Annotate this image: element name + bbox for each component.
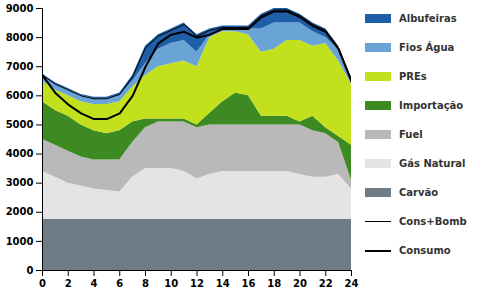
svg-text:22: 22 [319, 278, 333, 289]
svg-text:4: 4 [91, 278, 98, 289]
html-text:Gás Natural: Gás Natural [399, 158, 466, 169]
html-text:Fuel: Fuel [399, 129, 423, 140]
svg-text:1000: 1000 [6, 236, 34, 247]
svg-text:12: 12 [190, 278, 204, 289]
html-text:Consumo: Consumo [399, 245, 451, 256]
svg-text:2000: 2000 [6, 206, 34, 217]
svg-text:5000: 5000 [6, 119, 34, 130]
html-text:Fios Água: Fios Água [399, 42, 455, 53]
svg-text:0: 0 [27, 265, 34, 276]
svg-text:2: 2 [65, 278, 72, 289]
html-text:Importação: Importação [399, 100, 464, 111]
svg-text:14: 14 [216, 278, 230, 289]
svg-text:24: 24 [345, 278, 359, 289]
svg-text:18: 18 [267, 278, 281, 289]
svg-text:6: 6 [116, 278, 123, 289]
svg-text:6000: 6000 [6, 90, 34, 101]
svg-text:3000: 3000 [6, 177, 34, 188]
svg-text:8: 8 [142, 278, 149, 289]
svg-text:8000: 8000 [6, 32, 34, 43]
svg-text:7000: 7000 [6, 61, 34, 72]
svg-text:16: 16 [242, 278, 256, 289]
html-text:Albufeiras: Albufeiras [399, 13, 457, 24]
html-text:Cons+Bomb: Cons+Bomb [399, 216, 467, 227]
html-text:Carvão: Carvão [399, 187, 439, 198]
svg-text:9000: 9000 [6, 3, 34, 14]
html-text:PREs: PREs [399, 71, 427, 82]
svg-text:0: 0 [39, 278, 46, 289]
svg-text:20: 20 [293, 278, 307, 289]
svg-text:10: 10 [164, 278, 178, 289]
svg-text:4000: 4000 [6, 148, 34, 159]
